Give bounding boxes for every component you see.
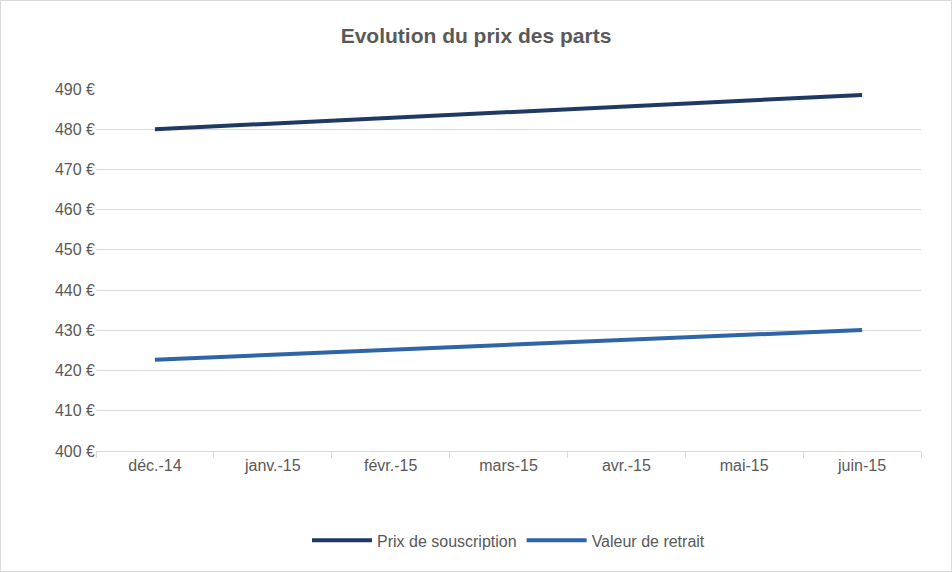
svg-text:déc.-14: déc.-14 — [128, 457, 181, 474]
svg-text:juin-15: juin-15 — [837, 457, 886, 474]
svg-text:410 €: 410 € — [55, 402, 95, 419]
svg-text:févr.-15: févr.-15 — [364, 457, 417, 474]
svg-text:Valeur de retrait: Valeur de retrait — [592, 533, 705, 550]
svg-text:480 €: 480 € — [55, 121, 95, 138]
svg-text:440 €: 440 € — [55, 282, 95, 299]
svg-text:avr.-15: avr.-15 — [602, 457, 651, 474]
svg-text:490 €: 490 € — [55, 81, 95, 98]
svg-text:mars-15: mars-15 — [479, 457, 538, 474]
svg-text:460 €: 460 € — [55, 201, 95, 218]
svg-text:470 €: 470 € — [55, 161, 95, 178]
svg-text:mai-15: mai-15 — [720, 457, 769, 474]
svg-text:janv.-15: janv.-15 — [244, 457, 301, 474]
svg-text:420 €: 420 € — [55, 362, 95, 379]
svg-text:Prix de souscription: Prix de souscription — [377, 533, 517, 550]
svg-text:400 €: 400 € — [55, 443, 95, 460]
svg-text:430 €: 430 € — [55, 322, 95, 339]
svg-text:Evolution du prix des parts: Evolution du prix des parts — [341, 24, 612, 47]
svg-text:450 €: 450 € — [55, 241, 95, 258]
